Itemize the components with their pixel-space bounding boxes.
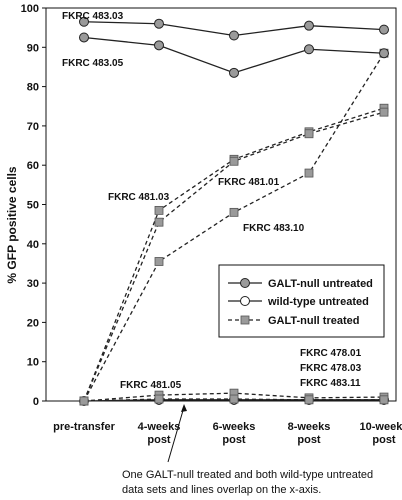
legend-label-galt-treated: GALT-null treated — [268, 315, 359, 327]
footnote-line-1: One GALT-null treated and both wild-type… — [122, 469, 373, 481]
x-axis-ticks: pre-transfer 4-weeks post 6-weeks post 8-week… — [53, 401, 402, 446]
y-tick-label: 60 — [27, 160, 39, 172]
annotation-483-05: FKRC 483.05 — [62, 58, 124, 69]
series-point-6-2 — [229, 394, 239, 404]
footnote-arrowhead — [181, 404, 187, 412]
x-tick-label: 6-weeks post — [213, 421, 256, 446]
annotation-481-03: FKRC 481.03 — [108, 192, 170, 203]
x-tick-label: 8-weeks post — [288, 421, 331, 446]
series-point-6-0 — [79, 396, 89, 406]
annotation-478-03: FKRC 478.03 — [300, 363, 362, 374]
annotation-483-11: FKRC 483.11 — [300, 378, 361, 389]
x-tick-label: 4-weeks post — [138, 421, 181, 446]
series-point-4-2 — [229, 207, 239, 217]
series-point-1-1 — [154, 40, 164, 51]
series-point-3-2 — [229, 156, 239, 166]
series-annotations: FKRC 483.03 FKRC 483.05 FKRC 481.03 FKRC… — [62, 11, 362, 391]
y-axis-label: % GFP positive cells — [5, 166, 19, 283]
y-tick-label: 90 — [27, 42, 39, 54]
legend-entry-galt-untreated: GALT-null untreated — [228, 278, 373, 290]
series-markers — [79, 16, 389, 406]
x-tick-label: pre-transfer — [53, 421, 115, 433]
legend-label-wt-untreated: wild-type untreated — [267, 296, 369, 308]
series-point-3-4 — [379, 107, 389, 117]
series-point-4-3 — [304, 168, 314, 178]
series-point-1-2 — [229, 67, 239, 78]
footnote-line-2: data sets and lines overlap on the x-axi… — [122, 484, 321, 496]
annotation-481-05: FKRC 481.05 — [120, 380, 182, 391]
series-point-1-3 — [304, 44, 314, 55]
y-tick-label: 20 — [27, 317, 39, 329]
series-point-0-1 — [154, 18, 164, 29]
annotation-483-10: FKRC 483.10 — [243, 223, 305, 234]
annotation-481-01: FKRC 481.01 — [218, 177, 280, 188]
series-line-1 — [83, 36, 385, 74]
series-point-1-4 — [379, 48, 389, 59]
series-point-0-3 — [304, 20, 314, 31]
y-tick-label: 40 — [27, 239, 39, 251]
y-tick-label: 0 — [33, 396, 39, 408]
y-tick-label: 100 — [21, 3, 39, 15]
series-point-0-4 — [379, 24, 389, 35]
series-point-6-1 — [154, 394, 164, 404]
y-axis-ticks: 0 10 20 30 40 50 60 70 80 90 100 — [21, 3, 46, 408]
y-tick-label: 30 — [27, 278, 39, 290]
y-tick-label: 70 — [27, 121, 39, 133]
series-point-3-3 — [304, 129, 314, 139]
footnote: One GALT-null treated and both wild-type… — [122, 404, 373, 496]
series-point-3-1 — [154, 217, 164, 227]
annotation-478-01: FKRC 478.01 — [300, 348, 362, 359]
series-point-1-0 — [79, 32, 89, 43]
y-tick-label: 10 — [27, 357, 39, 369]
legend-entry-galt-treated: GALT-null treated — [228, 315, 359, 327]
series-point-0-0 — [79, 16, 89, 27]
series-point-2-1 — [154, 205, 164, 215]
legend-label-galt-untreated: GALT-null untreated — [268, 278, 373, 290]
y-tick-label: 80 — [27, 82, 39, 94]
series-point-0-2 — [229, 30, 239, 41]
legend: GALT-null untreated wild-type untreated … — [218, 264, 385, 338]
series-point-4-1 — [154, 257, 164, 266]
legend-entry-wt-untreated: wild-type untreated — [228, 296, 369, 308]
footnote-arrow — [167, 406, 185, 463]
y-tick-label: 50 — [27, 200, 39, 212]
series-point-6-4 — [379, 395, 389, 405]
annotation-483-03: FKRC 483.03 — [62, 11, 124, 22]
series-point-6-3 — [304, 395, 314, 405]
